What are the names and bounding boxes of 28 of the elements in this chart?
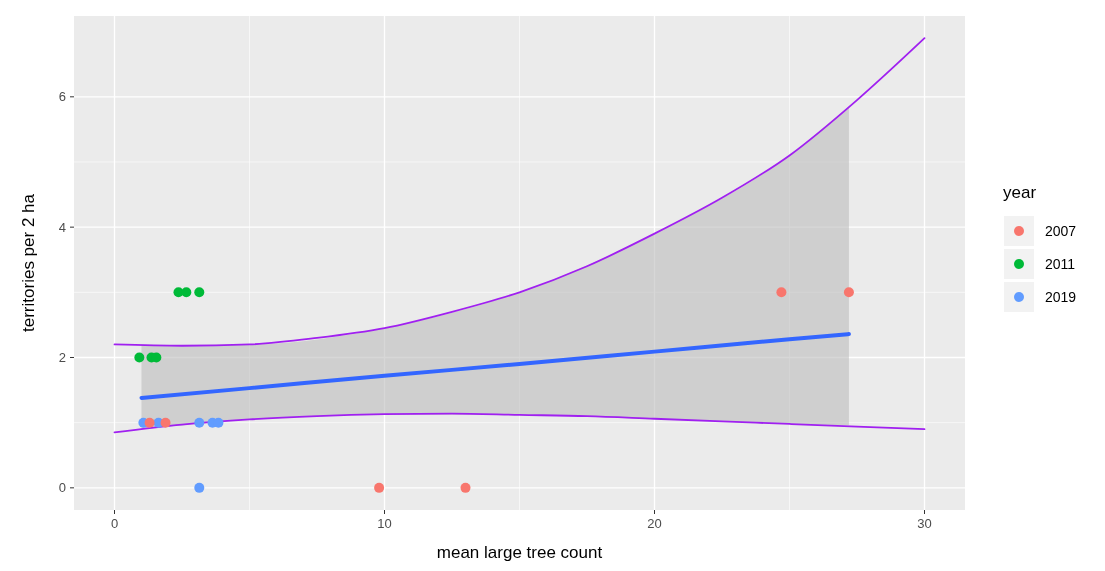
point [194,482,205,493]
x-axis-title: mean large tree count [436,543,603,562]
y-tick-label: 0 [58,480,66,496]
legend-title: year [1003,183,1037,202]
point [134,352,145,363]
line-series [139,332,851,400]
point [776,287,787,298]
point [194,287,205,298]
legend-label: 2011 [1045,256,1076,272]
legend-label: 2019 [1045,289,1077,305]
line-series [113,37,926,347]
line-series [113,412,926,434]
point [194,417,205,428]
x-tick-label: 10 [377,516,392,531]
point [843,287,854,298]
y-axis-title: territories per 2 ha [19,193,38,332]
y-tick-label: 6 [58,89,66,105]
x-tick-label: 30 [917,516,932,531]
x-tick-label: 20 [647,516,662,531]
y-tick-label: 2 [58,350,66,365]
point [460,482,471,493]
point [181,287,192,298]
legend-label: 2007 [1045,223,1077,239]
point [160,417,171,428]
y-tick-label: 4 [58,219,66,235]
point [374,482,385,493]
point [144,417,155,428]
x-tick-label: 0 [110,516,119,531]
